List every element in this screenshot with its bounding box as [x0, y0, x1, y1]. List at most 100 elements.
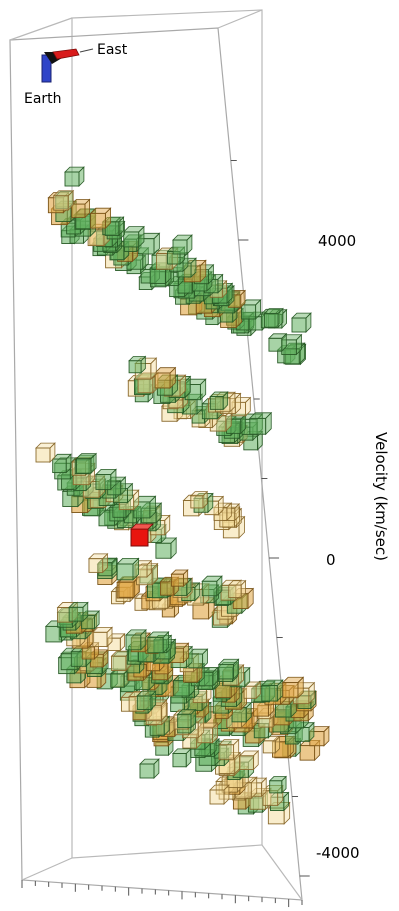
voxel-front [53, 195, 69, 211]
voxel [238, 750, 260, 771]
voxel [209, 784, 230, 805]
voxel [89, 207, 112, 230]
voxel-front [71, 203, 86, 218]
ytick-label-0: 0 [326, 551, 336, 569]
bottom-axis-ticks [21, 880, 303, 908]
voxel [70, 198, 91, 219]
voxel [52, 189, 75, 212]
voxel-front [139, 763, 155, 779]
voxel-front [268, 337, 283, 352]
box-edge-top-left [9, 17, 73, 41]
voxel [218, 738, 240, 761]
voxel [68, 601, 89, 623]
voxel [209, 391, 229, 411]
voxel-front [116, 563, 134, 581]
voxel-front [201, 580, 218, 597]
voxel [189, 490, 209, 509]
voxel [106, 476, 127, 496]
voxel-front [35, 447, 51, 463]
voxel-front [209, 396, 224, 410]
voxel-front [68, 606, 84, 622]
orientation-indicator: East Earth [24, 42, 128, 107]
voxel-front [243, 685, 257, 699]
voxel-front [128, 360, 142, 374]
ytick-label-4000: 4000 [318, 232, 356, 250]
voxel-front [309, 731, 325, 747]
voxel [122, 225, 145, 248]
velocity-axis-title: Velocity (km/sec) [372, 432, 390, 561]
voxel-front [147, 636, 164, 654]
box-edge-bottom-left [21, 857, 73, 881]
voxel [94, 468, 117, 491]
voxel [217, 658, 240, 680]
voxel-front [173, 680, 190, 697]
east-arrow [52, 48, 80, 60]
box-edge-bottom-right [261, 844, 303, 901]
voxel [281, 676, 305, 699]
voxel-front [45, 625, 62, 643]
voxel-front [123, 231, 140, 248]
voxel [35, 442, 56, 463]
voxel-front [137, 377, 154, 394]
voxel [51, 453, 72, 474]
voxel [75, 452, 98, 475]
voxel-front [76, 458, 92, 474]
voxel [64, 166, 85, 187]
east-label: East [97, 42, 128, 58]
voxel-front [209, 789, 225, 805]
voxel-front [291, 317, 307, 333]
voxel-front [95, 474, 112, 490]
voxel [88, 552, 109, 574]
voxel [201, 575, 223, 597]
voxel [171, 747, 192, 768]
voxel [267, 332, 288, 353]
voxel-front [107, 637, 121, 651]
voxel-front [218, 744, 235, 760]
voxel-front [171, 573, 184, 587]
voxel-front [263, 312, 279, 328]
voxel-front [111, 655, 127, 671]
voxel-front [177, 713, 192, 729]
ytick-label-neg4000: -4000 [316, 844, 360, 862]
voxel [139, 758, 160, 779]
voxel-front [282, 682, 299, 699]
voxel [187, 648, 209, 669]
voxel-front [155, 542, 172, 559]
voxel-front [172, 239, 188, 255]
red-marker-top [130, 523, 154, 530]
voxel [172, 234, 193, 255]
voxel [170, 569, 189, 588]
voxel [260, 679, 284, 702]
voxel [91, 626, 113, 648]
voxel-front [81, 646, 95, 660]
earth-label: Earth [24, 91, 62, 107]
voxel [308, 725, 330, 747]
voxel-front [154, 372, 171, 389]
voxel-front [249, 417, 267, 435]
voxel [109, 668, 130, 689]
voxel-front [190, 495, 204, 509]
voxel-front [52, 458, 67, 474]
voxel [176, 708, 197, 729]
voxel-front [92, 631, 108, 647]
voxel-front [90, 212, 106, 229]
voxel-front [241, 304, 257, 320]
box-edge-top-right [217, 9, 263, 29]
voxel-front [269, 780, 283, 794]
voxel-front [228, 584, 242, 598]
voxel [134, 559, 153, 578]
east-pointer-line [79, 48, 94, 53]
voxel-front [136, 695, 152, 710]
voxel [116, 557, 140, 581]
voxel [128, 355, 147, 374]
voxel [146, 631, 170, 654]
voxel-front [192, 602, 210, 620]
voxel [125, 628, 147, 651]
voxel [154, 537, 178, 560]
voxel-front [88, 558, 104, 573]
voxel [243, 681, 262, 700]
voxel [268, 775, 288, 794]
voxel [107, 632, 126, 652]
voxel-front [118, 581, 135, 598]
voxel-front [231, 707, 247, 723]
